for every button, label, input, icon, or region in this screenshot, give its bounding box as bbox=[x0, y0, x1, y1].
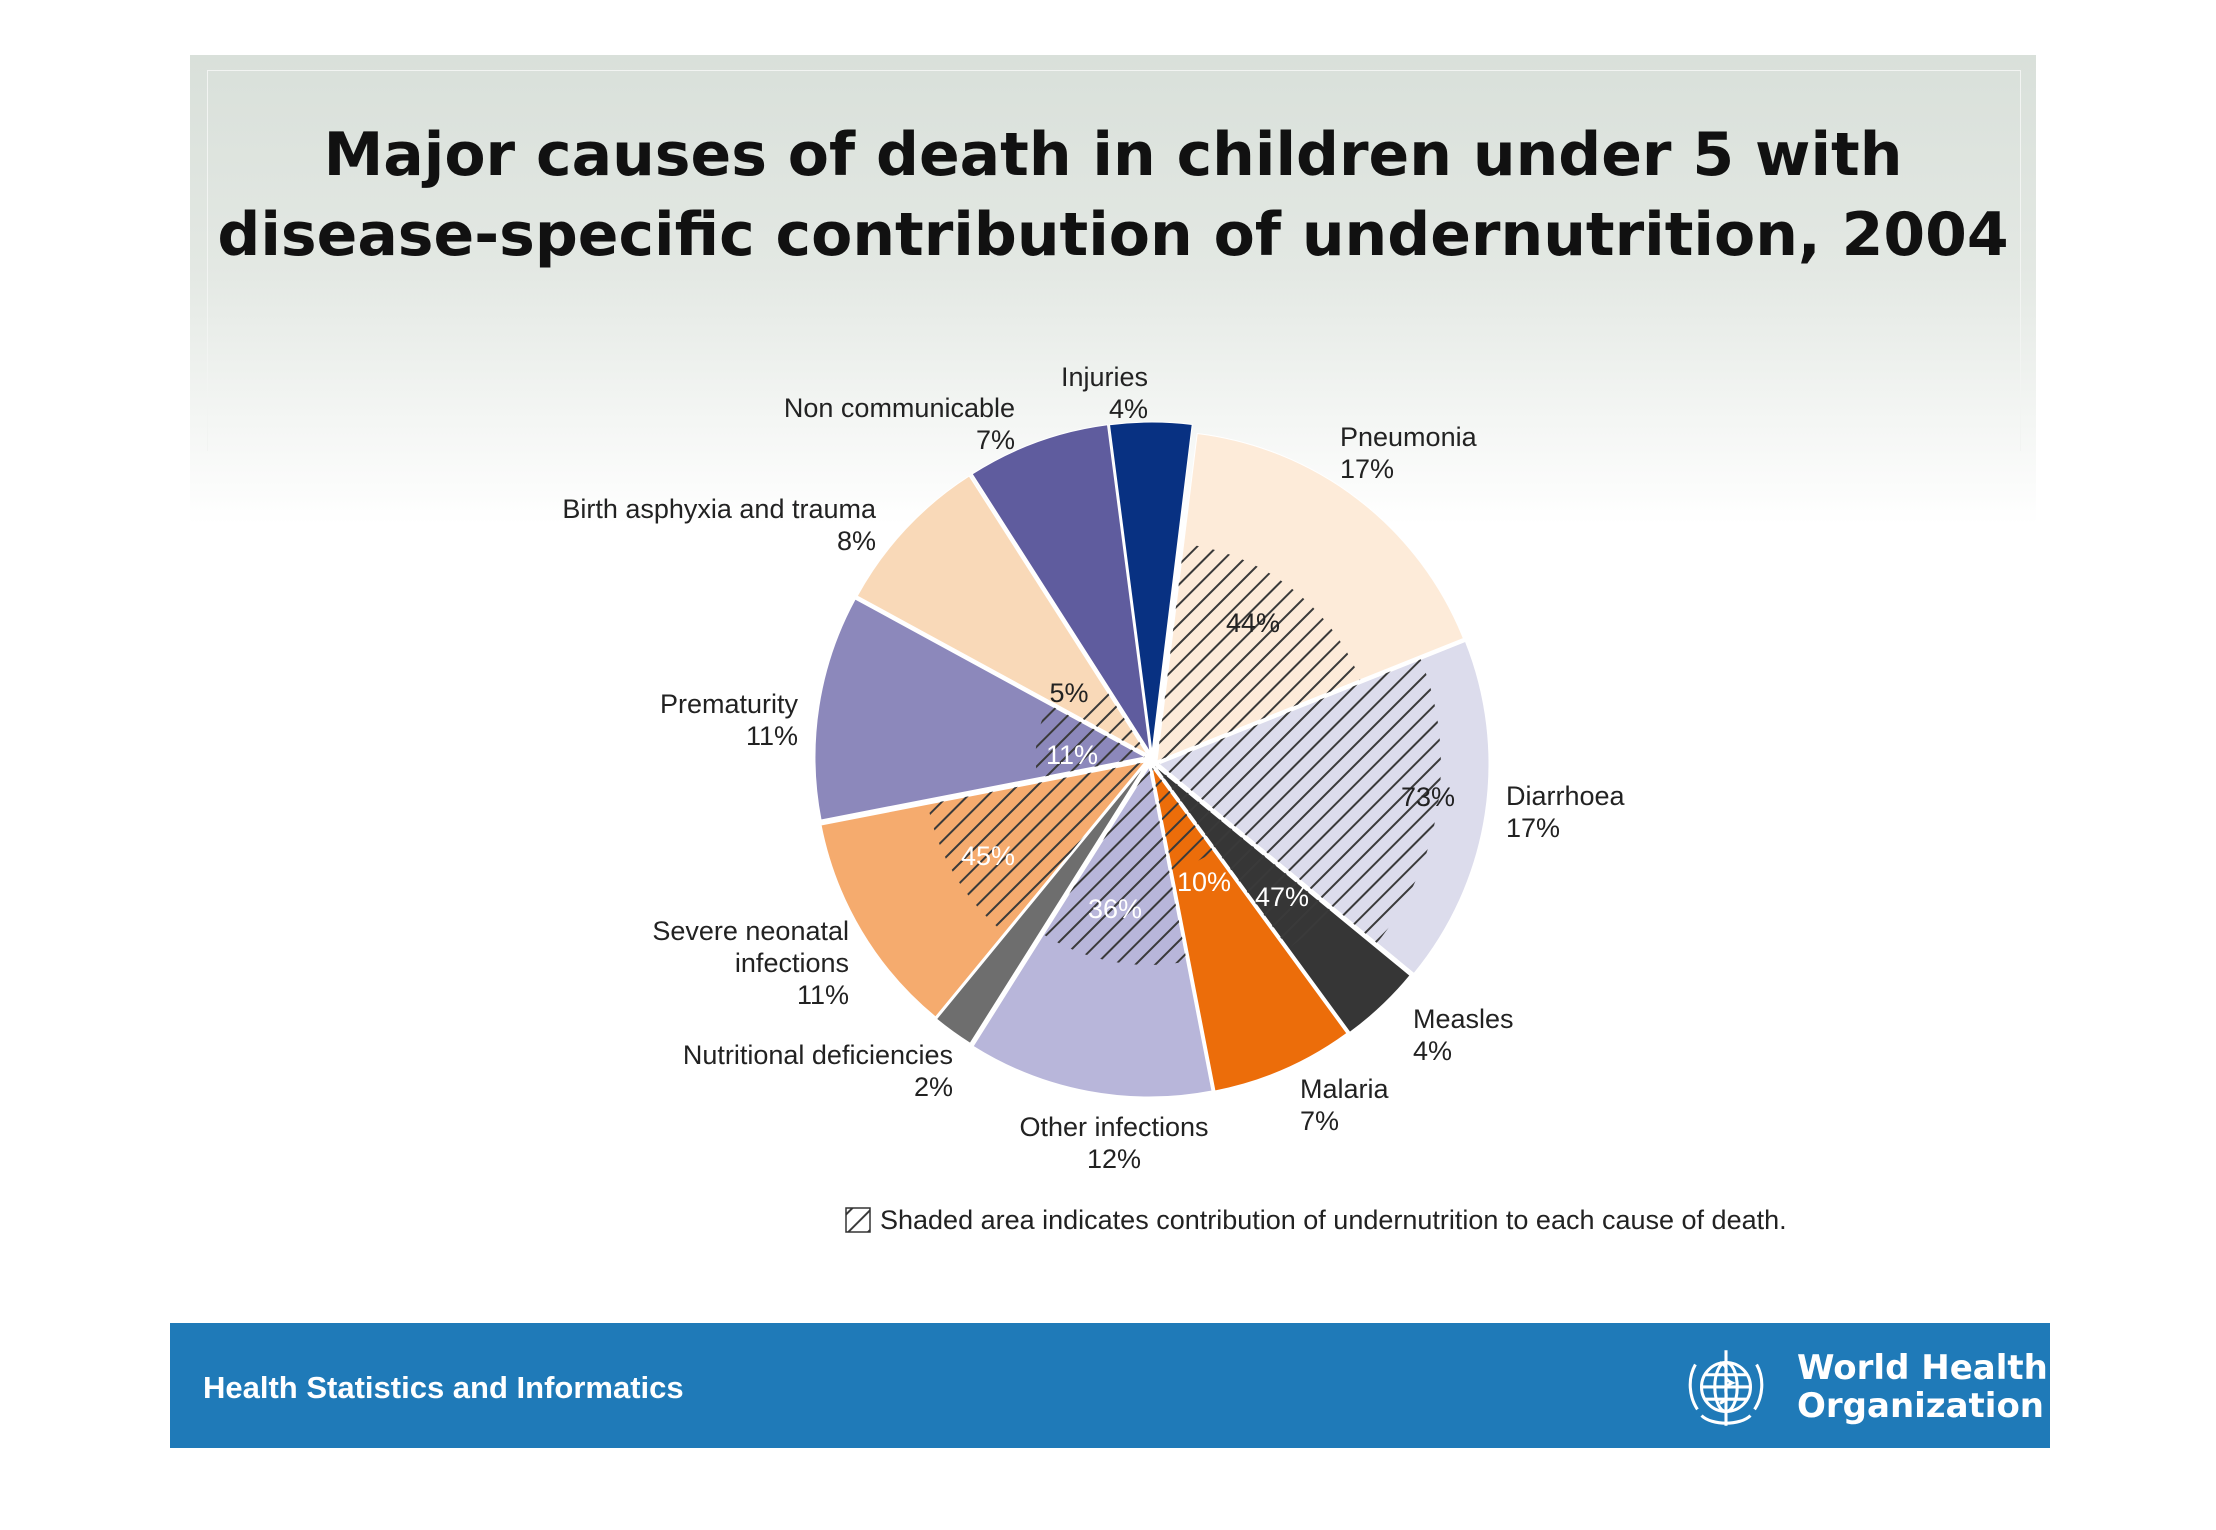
label-name-injuries: Injuries bbox=[1061, 362, 1148, 392]
who-emblem-icon bbox=[1688, 1350, 1764, 1426]
shade-other-infections bbox=[1043, 767, 1187, 965]
label-injuries: Injuries 4% bbox=[1061, 362, 1148, 424]
label-value-nutritional-deficiencies: 2% bbox=[914, 1072, 953, 1102]
label-name-measles: Measles bbox=[1413, 1004, 1514, 1034]
label-name-severe-neonatal-infections: infections bbox=[735, 948, 849, 978]
label-other-infections: Other infections 12% bbox=[1019, 1112, 1208, 1174]
who-name-line-2: Organization bbox=[1797, 1386, 2045, 1426]
label-value-other-infections: 12% bbox=[1087, 1144, 1141, 1174]
shade-pneumonia bbox=[1157, 543, 1361, 761]
slice-injuries bbox=[1108, 421, 1193, 753]
header-frame bbox=[207, 70, 2021, 451]
shade-diarrhoea bbox=[1159, 659, 1441, 943]
label-value-injuries: 4% bbox=[1109, 394, 1148, 424]
label-measles: Measles 4% bbox=[1413, 1004, 1514, 1066]
shade-severe-neonatal-infections bbox=[927, 762, 1145, 934]
shade-birth-asphyxia-and-trauma bbox=[1082, 691, 1147, 754]
footer-department: Health Statistics and Informatics bbox=[203, 1370, 684, 1405]
pie-chart: 44%73%47%10%36%45%11%5% Pneumonia 17%Diar… bbox=[562, 362, 1787, 1235]
label-name-other-infections: Other infections bbox=[1019, 1112, 1208, 1142]
label-severe-neonatal-infections: Severe neonatal infections 11% bbox=[652, 916, 849, 1010]
shade-malaria bbox=[1152, 767, 1214, 870]
label-value-severe-neonatal-infections: 11% bbox=[797, 980, 849, 1010]
label-pneumonia: Pneumonia 17% bbox=[1340, 422, 1478, 484]
slice-birth-asphyxia-and-trauma bbox=[856, 475, 1148, 755]
label-value-prematurity: 11% bbox=[746, 721, 798, 751]
legend-text: Shaded area indicates contribution of un… bbox=[880, 1205, 1787, 1235]
undernutrition-label-severe-neonatal-infections: 45% bbox=[961, 841, 1015, 871]
label-name-birth-asphyxia-and-trauma: Birth asphyxia and trauma bbox=[562, 494, 877, 524]
legend-hatch-swatch bbox=[845, 1207, 871, 1233]
label-name-malaria: Malaria bbox=[1300, 1074, 1390, 1104]
who-name-line-1: World Health bbox=[1797, 1348, 2048, 1388]
undernutrition-labels: 44% 73% 47% 10% 36% 45% 11% 5% bbox=[961, 608, 1455, 924]
label-value-pneumonia: 17% bbox=[1340, 454, 1394, 484]
label-prematurity: Prematurity 11% bbox=[660, 689, 799, 751]
undernutrition-shading bbox=[927, 543, 1441, 965]
label-name-prematurity: Prematurity bbox=[660, 689, 799, 719]
slice-labels: Pneumonia 17%Diarrhoea 17%Measles 4%Malaria… bbox=[562, 362, 1625, 1174]
label-diarrhoea: Diarrhoea 17% bbox=[1506, 781, 1626, 843]
label-non-communicable: Non communicable 7% bbox=[784, 393, 1015, 455]
label-nutritional-deficiencies: Nutritional deficiencies 2% bbox=[683, 1040, 953, 1102]
shade-prematurity bbox=[1035, 704, 1145, 778]
label-birth-asphyxia-and-trauma: Birth asphyxia and trauma 8% bbox=[562, 494, 877, 556]
undernutrition-label-measles: 47% bbox=[1255, 882, 1309, 912]
legend: Shaded area indicates contribution of un… bbox=[845, 1205, 1787, 1235]
footer-bar: Health Statistics and Informatics World … bbox=[170, 1323, 2050, 1448]
title-line-2: disease-specific contribution of undernu… bbox=[217, 200, 2009, 270]
label-value-measles: 4% bbox=[1413, 1036, 1452, 1066]
label-name-diarrhoea: Diarrhoea bbox=[1506, 781, 1626, 811]
title-line-1: Major causes of death in children under … bbox=[323, 120, 1903, 190]
label-value-birth-asphyxia-and-trauma: 8% bbox=[837, 526, 876, 556]
undernutrition-label-birth-asphyxia-and-trauma: 5% bbox=[1049, 678, 1088, 708]
label-name-non-communicable: Non communicable bbox=[784, 393, 1015, 423]
undernutrition-label-other-infections: 36% bbox=[1088, 894, 1142, 924]
label-name-nutritional-deficiencies: Nutritional deficiencies bbox=[683, 1040, 953, 1070]
undernutrition-label-malaria: 10% bbox=[1177, 867, 1231, 897]
slice-non-communicable bbox=[971, 424, 1151, 753]
undernutrition-label-pneumonia: 44% bbox=[1226, 608, 1280, 638]
undernutrition-label-diarrhoea: 73% bbox=[1401, 782, 1455, 812]
label-name-severe-neonatal-infections: Severe neonatal bbox=[652, 916, 849, 946]
undernutrition-label-prematurity: 11% bbox=[1046, 740, 1098, 770]
label-malaria: Malaria 7% bbox=[1300, 1074, 1390, 1136]
label-value-diarrhoea: 17% bbox=[1506, 813, 1560, 843]
label-name-pneumonia: Pneumonia bbox=[1340, 422, 1478, 452]
label-value-non-communicable: 7% bbox=[976, 425, 1015, 455]
who-wordmark: World Health Organization bbox=[1797, 1349, 2048, 1425]
slice-nutritional-deficiencies bbox=[935, 763, 1147, 1044]
slide-title: Major causes of death in children under … bbox=[190, 115, 2036, 275]
shade-measles bbox=[1155, 766, 1330, 949]
label-value-malaria: 7% bbox=[1300, 1106, 1339, 1136]
